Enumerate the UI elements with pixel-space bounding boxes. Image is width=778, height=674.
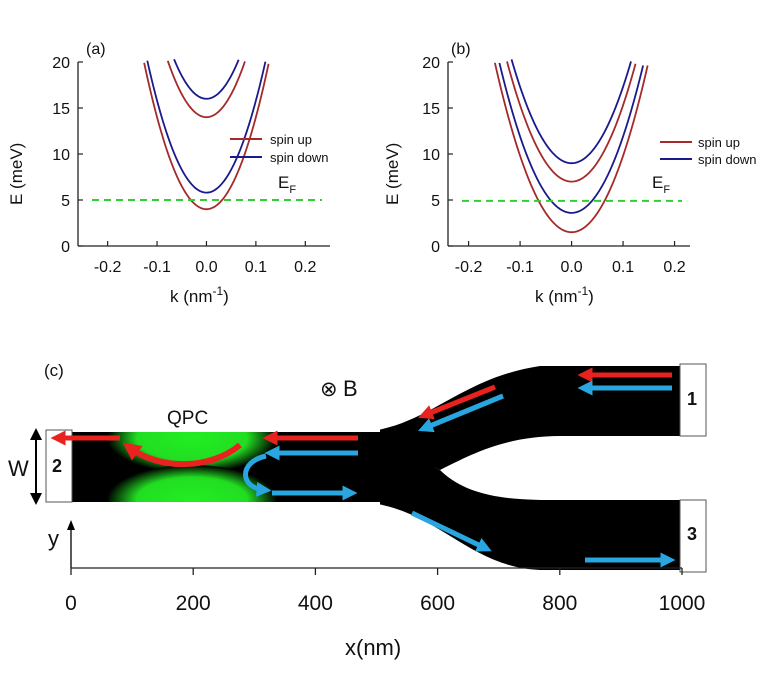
spin-down-arrow-qpc-reflect bbox=[243, 453, 272, 497]
panel-b-y-label: E (meV) bbox=[383, 143, 402, 205]
panel-a-x-tick-label: -0.1 bbox=[143, 259, 171, 276]
panel-b-curve-3 bbox=[506, 61, 637, 183]
panel-a-label: (a) bbox=[86, 41, 106, 58]
device-x-tick-label: 800 bbox=[542, 592, 577, 615]
width-indicator: W bbox=[8, 428, 42, 505]
qpc-label: QPC bbox=[167, 408, 208, 429]
y-axis-arrowhead bbox=[67, 520, 75, 530]
panel-a-y-tick-label: 10 bbox=[52, 147, 70, 164]
terminal-1-box bbox=[679, 363, 707, 437]
panel-b-y-tick-label: 15 bbox=[422, 101, 440, 118]
lower-branch-channel bbox=[365, 432, 680, 570]
terminal-1-label: 1 bbox=[687, 389, 697, 409]
device-x-label: x(nm) bbox=[345, 635, 401, 660]
panel-b-y-tick-label: 0 bbox=[431, 239, 440, 256]
panel-b-curve-1 bbox=[494, 62, 649, 234]
panel-a-x-tick-label: 0.1 bbox=[245, 259, 267, 276]
panel-a-y-tick-label: 0 bbox=[61, 239, 70, 256]
panel-a-fermi-label: EF bbox=[278, 173, 296, 196]
panel-b-x-tick-label: 0.1 bbox=[612, 259, 634, 276]
width-arrow-bottom-head bbox=[30, 493, 42, 505]
panel-a-legend: spin up spin down bbox=[230, 132, 329, 165]
panel-a-x-tick-label: -0.2 bbox=[94, 259, 122, 276]
device-x-ticks: 0 200 400 600 800 1000 bbox=[65, 568, 705, 615]
spin-up-arrow-upper-branch bbox=[418, 384, 496, 420]
panel-b-x-tick-label: 0.0 bbox=[560, 259, 582, 276]
spin-up-arrow-qpc-transmit bbox=[122, 442, 242, 468]
terminal-3: 3 bbox=[679, 499, 707, 573]
spin-down-paths bbox=[243, 380, 676, 568]
panel-a-y-tick-label: 20 bbox=[52, 55, 70, 72]
panel-a-legend-label-up: spin up bbox=[270, 132, 312, 147]
terminal-2-label: 2 bbox=[52, 456, 62, 476]
device-x-tick-label: 200 bbox=[176, 592, 211, 615]
y-axis-label: y bbox=[48, 526, 59, 551]
spin-down-arrow-lower-branch bbox=[410, 510, 492, 552]
magnetic-field-symbol: ⊗ bbox=[320, 378, 338, 401]
terminal-3-label: 3 bbox=[687, 524, 697, 544]
panel-b-y-ticks: 0 5 10 15 20 bbox=[422, 55, 453, 256]
panel-a-legend-label-down: spin down bbox=[270, 150, 329, 165]
panel-a-curve-2 bbox=[146, 60, 267, 194]
panel-b-fermi-label: EF bbox=[652, 173, 670, 196]
width-label: W bbox=[8, 456, 29, 481]
panel-a-curve-3 bbox=[166, 60, 246, 119]
panel-b-x-tick-label: 0.2 bbox=[663, 259, 685, 276]
panel-b-plot-area bbox=[462, 59, 682, 234]
panel-a-x-tick-label: 0.2 bbox=[294, 259, 316, 276]
panel-b-x-ticks: -0.2 -0.1 0.0 0.1 0.2 bbox=[455, 241, 686, 276]
panel-a-y-ticks: 0 5 10 15 20 bbox=[52, 55, 83, 256]
panel-b-legend: spin up spin down bbox=[660, 135, 757, 167]
device-x-tick-label: 0 bbox=[65, 592, 77, 615]
panel-a-curve-1 bbox=[143, 62, 270, 211]
magnetic-field-label: B bbox=[343, 376, 358, 401]
device-x-tick-label: 400 bbox=[298, 592, 333, 615]
terminal-2: 2 bbox=[45, 429, 73, 503]
device-x-tick-label: 1000 bbox=[659, 592, 706, 615]
upper-branch-channel bbox=[365, 366, 680, 470]
panel-b-y-tick-label: 5 bbox=[431, 193, 440, 210]
stage-mask-top bbox=[60, 397, 380, 432]
panel-b-x-tick-label: -0.1 bbox=[506, 259, 534, 276]
panel-b-legend-label-down: spin down bbox=[698, 152, 757, 167]
panel-a-x-tick-label: 0.0 bbox=[195, 259, 217, 276]
panel-a-x-label: k (nm-1) bbox=[170, 284, 229, 306]
panel-a-y-tick-label: 5 bbox=[61, 193, 70, 210]
stage-mask-bottom bbox=[60, 502, 380, 542]
panel-b-curve-4 bbox=[510, 59, 632, 165]
width-arrow-top-head bbox=[30, 428, 42, 440]
panel-a-plot-area bbox=[92, 58, 322, 211]
device-x-tick-label: 600 bbox=[420, 592, 455, 615]
device-channel bbox=[60, 366, 680, 570]
terminal-1: 1 bbox=[679, 363, 707, 437]
terminal-3-box bbox=[679, 499, 707, 573]
panel-b-legend-label-up: spin up bbox=[698, 135, 740, 150]
panel-b-x-label: k (nm-1) bbox=[535, 284, 594, 306]
panel-a-x-ticks: -0.2 -0.1 0.0 0.1 0.2 bbox=[94, 241, 317, 276]
panel-a-y-label: E (meV) bbox=[7, 143, 26, 205]
panel-b-x-tick-label: -0.2 bbox=[455, 259, 483, 276]
spin-down-arrow-upper-branch bbox=[418, 393, 504, 433]
panel-c: (c) 1 2 3 bbox=[8, 361, 707, 660]
panel-a-y-tick-label: 15 bbox=[52, 101, 70, 118]
panel-b-y-tick-label: 20 bbox=[422, 55, 440, 72]
panel-b-curve-2 bbox=[498, 62, 644, 214]
panel-a-curve-4 bbox=[173, 58, 240, 100]
spin-up-paths bbox=[50, 367, 672, 468]
panel-b-label: (b) bbox=[451, 41, 471, 58]
panel-b-y-tick-label: 10 bbox=[422, 147, 440, 164]
panel-c-label: (c) bbox=[44, 361, 64, 380]
